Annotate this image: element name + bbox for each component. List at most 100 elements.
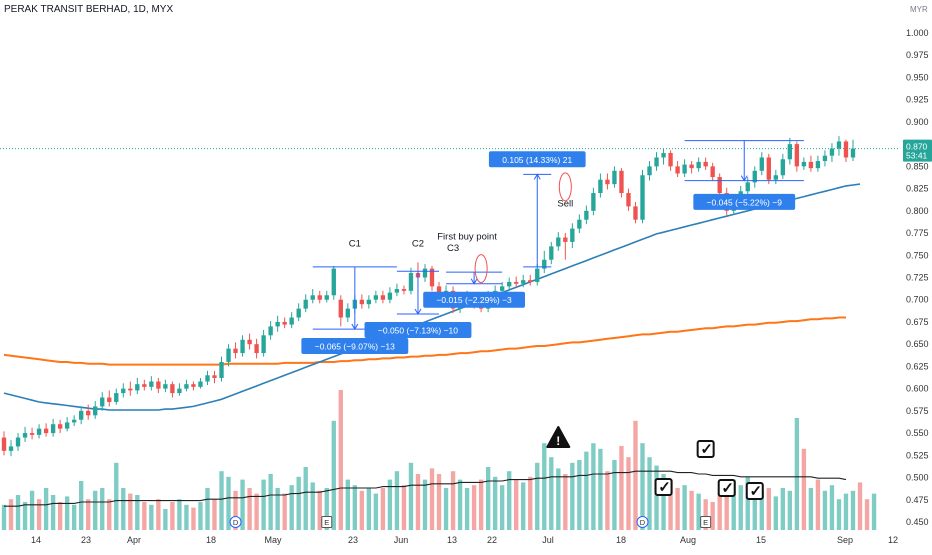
volume-bar [15, 495, 21, 530]
volume-bar [254, 493, 259, 530]
candle-body [850, 148, 856, 158]
volume-bar [240, 479, 245, 530]
candle-body [647, 166, 652, 176]
y-tick-label: 0.600 [906, 384, 929, 394]
candle-body [675, 166, 680, 174]
candle [156, 377, 161, 394]
volume-bar [422, 479, 428, 530]
volume-bar [310, 482, 315, 530]
candle-body [373, 295, 379, 300]
volume-bar [478, 479, 484, 530]
candle-body [233, 348, 238, 354]
candle [64, 417, 70, 432]
candle [829, 143, 835, 162]
measure-arrow [740, 175, 748, 182]
candle-body [226, 348, 231, 362]
volume-bar [717, 493, 722, 530]
candle [661, 148, 666, 165]
candle-body [499, 286, 505, 291]
candle-body [556, 237, 561, 247]
candle-body [149, 381, 154, 387]
volume-bar [696, 493, 701, 530]
volume-bar [815, 479, 821, 530]
candle [142, 379, 147, 391]
candle-body [198, 381, 203, 387]
measure-tool: −0.015 (−2.29%) −3 [423, 271, 526, 308]
volume-bar [829, 485, 835, 530]
annotation-label: C1 [349, 238, 361, 249]
candle [22, 426, 28, 442]
candle [570, 223, 575, 249]
highlight-circle [558, 172, 572, 202]
volume-bar [156, 499, 161, 530]
candle-body [15, 437, 21, 447]
measure-label-box [488, 151, 586, 168]
volume-bar [128, 493, 133, 530]
volume-bar [471, 485, 477, 530]
candle-body [282, 321, 287, 325]
candle-body [542, 259, 547, 269]
chart-title: PERAK TRANSIT BERHAD, 1D, MYX [4, 4, 174, 15]
volume-bar [822, 490, 828, 530]
candle [422, 264, 428, 282]
volume-bar [675, 488, 680, 530]
candle-body [114, 393, 119, 402]
event-marker-label: E [324, 518, 329, 527]
volume-bar [773, 496, 778, 530]
candle [822, 150, 828, 167]
y-tick-label: 0.800 [906, 206, 929, 216]
candle [577, 214, 582, 234]
y-tick-label: 0.675 [906, 317, 929, 327]
candle [36, 424, 42, 439]
candle [79, 406, 84, 425]
candle-body [794, 144, 800, 167]
candle-body [401, 289, 407, 291]
candle [163, 379, 168, 393]
candle [149, 376, 154, 391]
candle [191, 381, 196, 391]
volume-bar [71, 504, 77, 530]
candle-body [212, 375, 217, 378]
measure-label: −0.045 (−5.22%) −9 [707, 197, 783, 207]
volume-bar [170, 502, 175, 530]
volume-bar [619, 446, 624, 530]
candle [43, 423, 49, 437]
candle-body [289, 317, 294, 325]
x-tick-label: 14 [31, 535, 41, 545]
candle [212, 370, 217, 384]
volume-bar [219, 471, 224, 530]
volume-bar [268, 474, 273, 530]
volume-bar [324, 488, 329, 530]
x-tick-label: Sep [837, 535, 853, 545]
candle [703, 157, 708, 170]
measure-arrow [533, 173, 541, 180]
x-tick-label: Jul [542, 535, 554, 545]
candle [675, 161, 680, 178]
volume-bar [107, 499, 112, 530]
volume-bar [450, 471, 456, 530]
check-icon-box [696, 440, 715, 458]
candle-body [808, 161, 814, 169]
candle-body [331, 268, 336, 296]
volume-bar [163, 509, 168, 530]
check-icon-mark: ✓ [749, 483, 762, 500]
candle-body [121, 388, 126, 394]
dividend-marker [229, 516, 242, 528]
y-tick-label: 0.850 [906, 161, 929, 171]
candle-body [240, 339, 245, 354]
candle [507, 277, 512, 290]
event-marker: E [700, 516, 712, 528]
check-icon-mark: ✓ [658, 479, 671, 496]
volume-bar [226, 476, 231, 530]
measure-label-box [301, 337, 409, 354]
candle [8, 440, 14, 457]
volume-bar [366, 488, 372, 530]
candle [170, 381, 175, 398]
candle [773, 169, 778, 185]
candle-body [359, 299, 365, 305]
y-tick-label: 0.525 [906, 450, 929, 460]
candle [317, 290, 322, 304]
candle [205, 370, 210, 386]
warning-icon [546, 426, 571, 448]
